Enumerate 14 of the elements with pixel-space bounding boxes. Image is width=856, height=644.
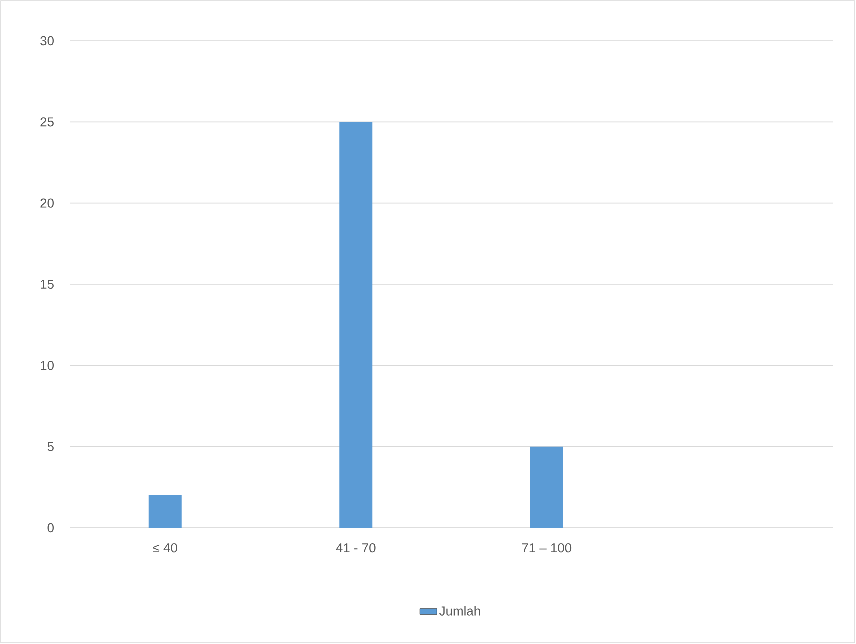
bar (530, 446, 564, 528)
x-tick-label: ≤ 40 (153, 544, 178, 553)
y-tick-label: 5 (48, 442, 54, 452)
y-tick-label: 15 (41, 280, 54, 290)
y-tick-label: 20 (40, 198, 54, 208)
x-tick-label: 71 – 100 (522, 544, 572, 553)
y-tick-label: 10 (41, 361, 54, 370)
bar (148, 496, 182, 528)
legend-label: Jumlah (440, 606, 480, 616)
bar (340, 122, 373, 528)
y-tick-label: 30 (40, 36, 54, 46)
y-tick-label: 25 (40, 118, 54, 127)
y-tick-label: 0 (48, 523, 54, 533)
x-tick-label: 41 - 70 (336, 544, 376, 553)
